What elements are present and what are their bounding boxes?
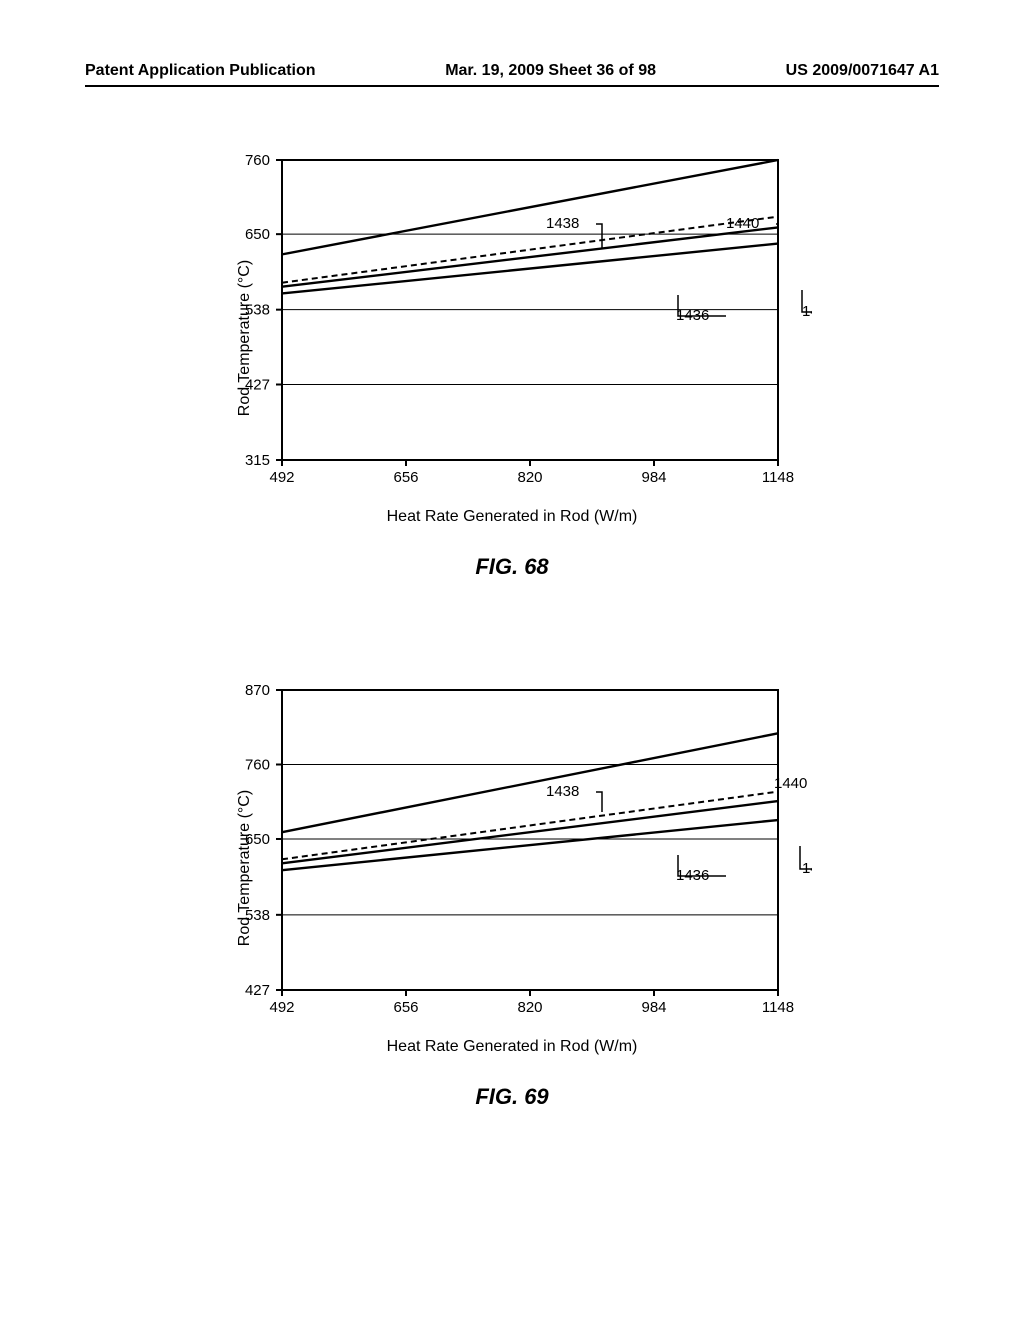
svg-text:870: 870 [245,682,270,699]
svg-text:984: 984 [641,469,666,486]
svg-text:1148: 1148 [762,469,794,486]
svg-text:820: 820 [517,469,542,486]
svg-text:1440: 1440 [726,215,759,232]
svg-text:650: 650 [245,226,270,243]
chart-wrap-69: Rod Temperature (°C) 4275386507608704926… [212,680,812,1056]
header-rule [85,85,939,87]
svg-text:492: 492 [269,469,294,486]
svg-text:492: 492 [269,999,294,1016]
figure-69: Rod Temperature (°C) 4275386507608704926… [0,680,1024,1110]
ylabel-68: Rod Temperature (°C) [236,260,254,416]
svg-text:760: 760 [245,152,270,169]
header-mid: Mar. 19, 2009 Sheet 36 of 98 [445,62,656,80]
page-header: Patent Application Publication Mar. 19, … [0,62,1024,80]
caption-69: FIG. 69 [0,1084,1024,1110]
svg-text:820: 820 [517,999,542,1016]
svg-text:1148: 1148 [762,999,794,1016]
svg-text:315: 315 [245,452,270,469]
svg-text:427: 427 [245,982,270,999]
caption-68: FIG. 68 [0,554,1024,580]
chart-svg-68: 3154275386507604926568209841148143814401… [212,150,812,500]
svg-text:1436: 1436 [676,307,709,324]
svg-text:1438: 1438 [546,783,579,800]
ylabel-69: Rod Temperature (°C) [236,790,254,946]
svg-text:656: 656 [393,469,418,486]
svg-text:1434: 1434 [802,860,812,877]
svg-text:1440: 1440 [774,775,807,792]
header-right: US 2009/0071647 A1 [786,62,939,80]
svg-text:1436: 1436 [676,867,709,884]
chart-svg-69: 4275386507608704926568209841148143814401… [212,680,812,1030]
svg-text:656: 656 [393,999,418,1016]
figure-68: Rod Temperature (°C) 3154275386507604926… [0,150,1024,580]
svg-text:760: 760 [245,756,270,773]
header-left: Patent Application Publication [85,62,316,80]
svg-text:1438: 1438 [546,215,579,232]
svg-text:984: 984 [641,999,666,1016]
chart-wrap-68: Rod Temperature (°C) 3154275386507604926… [212,150,812,526]
xlabel-68: Heat Rate Generated in Rod (W/m) [212,508,812,526]
svg-text:1434: 1434 [802,303,812,320]
xlabel-69: Heat Rate Generated in Rod (W/m) [212,1038,812,1056]
